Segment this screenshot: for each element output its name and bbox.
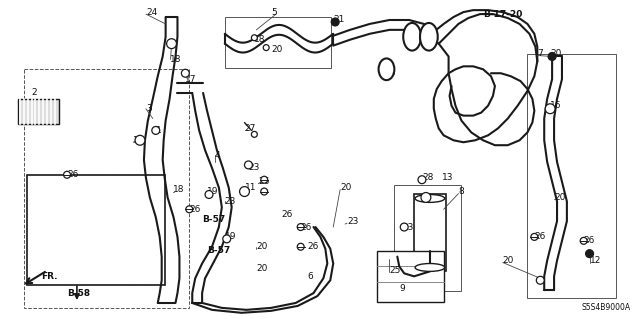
Text: 7: 7 [538, 49, 543, 58]
Text: 12: 12 [429, 195, 440, 204]
Bar [27, 175, 164, 285]
Circle shape [260, 188, 268, 195]
Text: 26: 26 [301, 223, 312, 232]
Circle shape [152, 126, 160, 134]
Text: 20: 20 [550, 49, 561, 58]
Text: 9: 9 [399, 284, 405, 293]
Text: 26: 26 [308, 242, 319, 251]
Bar [527, 54, 616, 298]
Ellipse shape [379, 58, 394, 80]
Text: 2: 2 [31, 88, 37, 97]
Circle shape [400, 223, 408, 231]
Circle shape [545, 104, 555, 114]
Text: 18: 18 [254, 35, 266, 44]
Text: 23: 23 [347, 217, 358, 226]
Text: 11: 11 [244, 183, 256, 192]
Ellipse shape [415, 195, 445, 202]
Text: 21: 21 [333, 16, 344, 25]
Text: B-57: B-57 [202, 215, 225, 224]
Text: 16: 16 [550, 101, 562, 110]
Text: 18: 18 [173, 185, 184, 194]
Circle shape [536, 276, 544, 284]
Circle shape [223, 235, 230, 243]
Bar [24, 69, 189, 308]
Bar [18, 99, 59, 123]
Text: 26: 26 [584, 236, 595, 245]
Text: S5S4B9000A: S5S4B9000A [582, 303, 631, 312]
Text: 26: 26 [534, 233, 546, 241]
Circle shape [421, 193, 431, 202]
Text: FR.: FR. [42, 272, 58, 281]
Circle shape [418, 176, 426, 184]
Circle shape [186, 206, 193, 213]
Text: 12: 12 [589, 256, 601, 265]
Text: 18: 18 [170, 55, 181, 64]
Text: 20: 20 [257, 264, 268, 273]
Text: 26: 26 [259, 177, 269, 186]
Circle shape [263, 45, 269, 50]
Text: 5: 5 [271, 8, 277, 17]
Text: 26: 26 [67, 170, 79, 179]
Circle shape [297, 224, 304, 231]
Circle shape [252, 35, 257, 41]
Text: 8: 8 [458, 187, 464, 196]
Circle shape [580, 237, 587, 244]
Text: 26: 26 [281, 210, 292, 219]
Circle shape [239, 187, 250, 197]
Circle shape [252, 131, 257, 137]
Text: 14: 14 [412, 37, 424, 46]
Circle shape [548, 53, 556, 60]
Circle shape [181, 69, 189, 77]
Text: 19: 19 [207, 187, 218, 196]
Circle shape [332, 18, 339, 26]
Text: 10: 10 [133, 136, 145, 145]
Text: 23: 23 [248, 163, 260, 172]
Circle shape [260, 176, 268, 183]
Circle shape [586, 250, 593, 258]
Text: 1: 1 [156, 126, 161, 135]
Text: 20: 20 [271, 45, 282, 54]
Ellipse shape [415, 263, 445, 271]
Text: 26: 26 [189, 205, 201, 214]
Text: 4: 4 [215, 151, 221, 160]
Bar [225, 17, 332, 68]
Ellipse shape [420, 23, 438, 50]
Text: 13: 13 [442, 173, 453, 182]
Circle shape [297, 243, 304, 250]
Text: 24: 24 [146, 8, 157, 17]
Text: 20: 20 [340, 183, 351, 192]
Ellipse shape [403, 23, 421, 50]
Text: 20: 20 [257, 242, 268, 251]
Text: 23: 23 [225, 197, 236, 206]
Text: 6: 6 [308, 272, 314, 281]
Circle shape [244, 161, 252, 169]
Text: 3: 3 [146, 104, 152, 113]
Bar [414, 195, 445, 271]
Text: 25: 25 [389, 266, 401, 275]
Circle shape [531, 234, 538, 240]
Bar [376, 251, 444, 302]
Text: 27: 27 [244, 124, 256, 133]
Circle shape [135, 135, 145, 145]
Text: 20: 20 [554, 193, 566, 202]
Circle shape [63, 171, 70, 178]
Text: B-57: B-57 [207, 246, 230, 255]
Text: 20: 20 [503, 256, 514, 265]
Text: 15: 15 [385, 69, 396, 78]
Circle shape [205, 190, 213, 198]
Text: B-58: B-58 [67, 289, 90, 298]
Text: 28: 28 [422, 173, 433, 182]
Text: B-17-20: B-17-20 [483, 10, 522, 19]
Text: 23: 23 [403, 223, 413, 232]
Text: 19: 19 [225, 233, 236, 241]
Circle shape [166, 39, 177, 48]
Text: 17: 17 [186, 75, 197, 84]
Bar [394, 185, 461, 291]
